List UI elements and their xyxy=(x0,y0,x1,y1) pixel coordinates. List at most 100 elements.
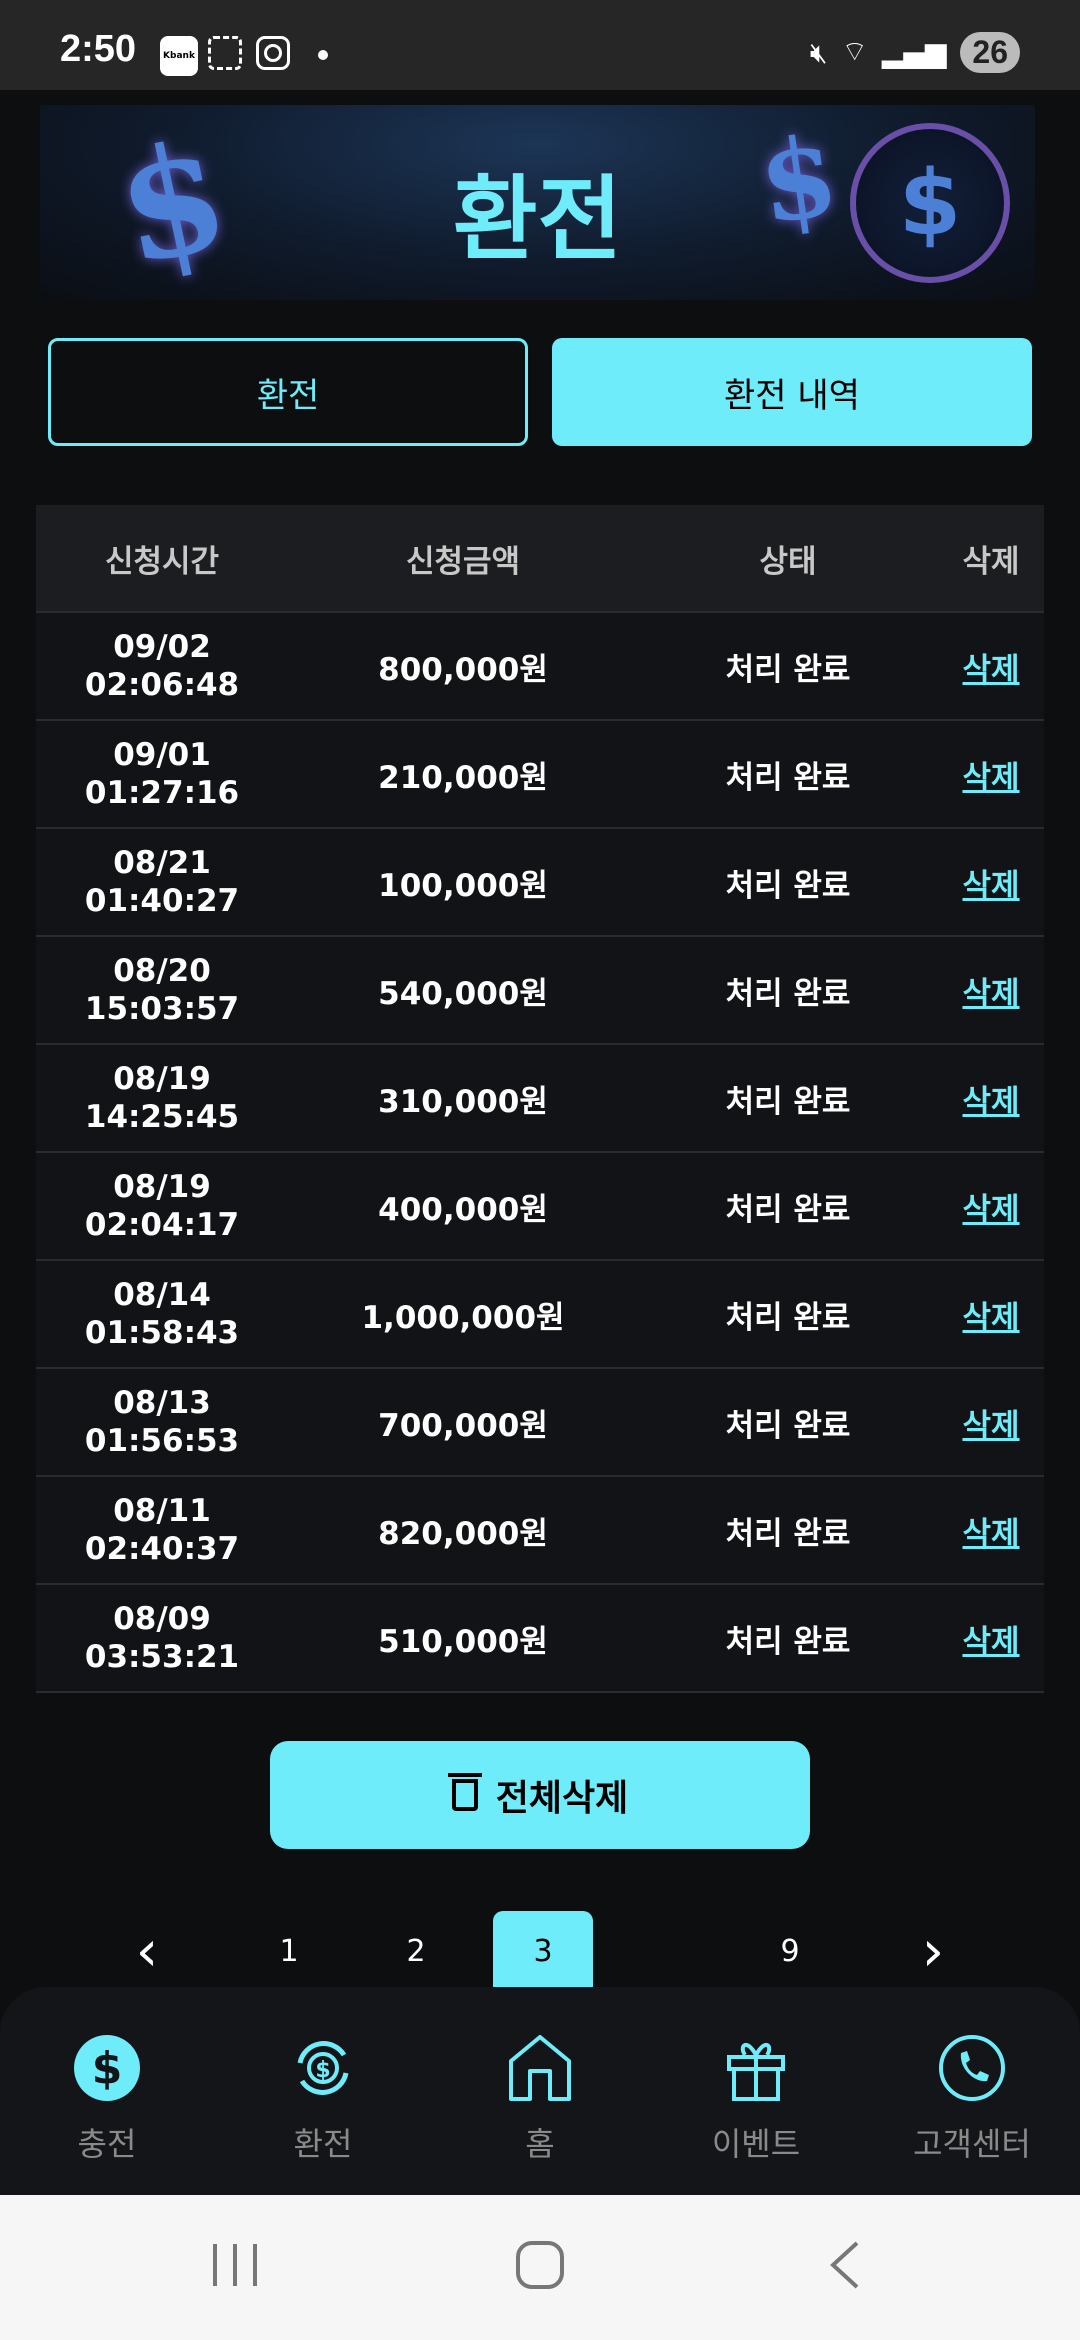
request-clock: 01:56:53 xyxy=(84,1423,240,1459)
status-time: 2:50 xyxy=(60,28,137,70)
request-time: 08/11 02:40:37 xyxy=(36,1492,288,1568)
page-2[interactable]: 2 xyxy=(406,1933,426,1969)
table-row: 08/21 01:40:27 100,000원 처리 완료 삭제 xyxy=(36,829,1044,937)
request-date: 08/20 xyxy=(113,953,211,989)
mute-icon: 🔇︎ xyxy=(809,35,828,69)
delete-link[interactable]: 삭제 xyxy=(962,1515,1020,1552)
gallery-icon xyxy=(208,36,242,70)
request-clock: 02:06:48 xyxy=(84,667,240,703)
request-amount: 210,000원 xyxy=(378,759,548,796)
nav-label: 홈 xyxy=(525,2125,555,2163)
banner: $ $ $ 환전 xyxy=(40,105,1035,300)
delete-all-button[interactable]: 전체삭제 xyxy=(270,1741,810,1849)
nav-label: 환전 xyxy=(293,2125,353,2163)
request-time: 08/14 01:58:43 xyxy=(36,1276,288,1352)
header-amount: 신청금액 xyxy=(405,543,521,580)
request-date: 08/21 xyxy=(113,845,211,881)
status-text: 처리 완료 xyxy=(725,759,851,796)
status-text: 처리 완료 xyxy=(725,1515,851,1552)
request-amount: 700,000원 xyxy=(378,1407,548,1444)
table-row: 09/01 01:27:16 210,000원 처리 완료 삭제 xyxy=(36,721,1044,829)
instagram-icon xyxy=(256,36,290,70)
nav-home[interactable]: 홈 xyxy=(450,1987,630,2195)
request-date: 08/11 xyxy=(113,1493,211,1529)
status-text: 처리 완료 xyxy=(725,867,851,904)
table-row: 08/19 14:25:45 310,000원 처리 완료 삭제 xyxy=(36,1045,1044,1153)
nav-exchange[interactable]: $ 환전 xyxy=(233,1987,413,2195)
request-amount: 1,000,000원 xyxy=(361,1299,565,1336)
delete-link[interactable]: 삭제 xyxy=(962,1299,1020,1336)
nav-label: 이벤트 xyxy=(711,2125,801,2163)
table-header: 신청시간 신청금액 상태 삭제 xyxy=(36,505,1044,613)
request-time: 08/09 03:53:21 xyxy=(36,1600,288,1676)
delete-link[interactable]: 삭제 xyxy=(962,975,1020,1012)
table-row: 08/09 03:53:21 510,000원 처리 완료 삭제 xyxy=(36,1585,1044,1693)
delete-all-label: 전체삭제 xyxy=(495,1778,629,1819)
coin-icon: $ xyxy=(850,123,1010,283)
nav-support[interactable]: 고객센터 xyxy=(882,1987,1062,2195)
history-table: 신청시간 신청금액 상태 삭제 09/02 02:06:48 800,000원 처… xyxy=(36,505,1044,1693)
nav-label: 충전 xyxy=(77,2125,137,2163)
page-3-current[interactable]: 3 xyxy=(493,1911,593,1991)
delete-link[interactable]: 삭제 xyxy=(962,1083,1020,1120)
request-time: 09/01 01:27:16 xyxy=(36,736,288,812)
request-amount: 310,000원 xyxy=(378,1083,548,1120)
delete-link[interactable]: 삭제 xyxy=(962,1191,1020,1228)
delete-link[interactable]: 삭제 xyxy=(962,759,1020,796)
wifi-icon: ⌔ xyxy=(841,35,868,68)
request-amount: 400,000원 xyxy=(378,1191,548,1228)
trash-icon xyxy=(447,1773,482,1811)
request-time: 08/19 02:04:17 xyxy=(36,1168,288,1244)
battery-indicator: 26 xyxy=(960,32,1020,73)
request-clock: 02:40:37 xyxy=(84,1531,240,1567)
back-button[interactable] xyxy=(815,2235,875,2295)
request-date: 08/19 xyxy=(113,1061,211,1097)
delete-link[interactable]: 삭제 xyxy=(962,867,1020,904)
page-1[interactable]: 1 xyxy=(279,1933,299,1969)
status-text: 처리 완료 xyxy=(725,651,851,688)
svg-text:$: $ xyxy=(315,2058,330,2083)
status-text: 처리 완료 xyxy=(725,1083,851,1120)
request-amount: 800,000원 xyxy=(378,651,548,688)
request-clock: 01:40:27 xyxy=(84,883,240,919)
request-date: 08/14 xyxy=(113,1277,211,1313)
nav-charge[interactable]: $ 충전 xyxy=(17,1987,197,2195)
gift-icon xyxy=(727,2042,785,2101)
table-row: 08/11 02:40:37 820,000원 처리 완료 삭제 xyxy=(36,1477,1044,1585)
delete-link[interactable]: 삭제 xyxy=(962,651,1020,688)
header-delete: 삭제 xyxy=(962,543,1020,580)
recent-apps-button[interactable] xyxy=(205,2235,265,2295)
bottom-nav: $ 충전 $ 환전 홈 이벤트 고객센터 xyxy=(0,1987,1080,2195)
home-button[interactable] xyxy=(510,2235,570,2295)
table-row: 08/20 15:03:57 540,000원 처리 완료 삭제 xyxy=(36,937,1044,1045)
tab-exchange[interactable]: 환전 xyxy=(48,338,528,446)
kbank-icon: Kbank xyxy=(160,36,198,76)
request-date: 09/02 xyxy=(113,629,211,665)
svg-text:$: $ xyxy=(92,2043,123,2094)
request-date: 08/09 xyxy=(113,1601,211,1637)
next-page-button[interactable]: › xyxy=(921,1918,945,1984)
request-time: 08/21 01:40:27 xyxy=(36,844,288,920)
page-title: 환전 xyxy=(452,166,623,273)
request-amount: 540,000원 xyxy=(378,975,548,1012)
table-row: 08/19 02:04:17 400,000원 처리 완료 삭제 xyxy=(36,1153,1044,1261)
request-time: 08/19 14:25:45 xyxy=(36,1060,288,1136)
table-row: 08/13 01:56:53 700,000원 처리 완료 삭제 xyxy=(36,1369,1044,1477)
request-date: 08/13 xyxy=(113,1385,211,1421)
delete-link[interactable]: 삭제 xyxy=(962,1623,1020,1660)
request-date: 08/19 xyxy=(113,1169,211,1205)
request-clock: 01:58:43 xyxy=(84,1315,240,1351)
prev-page-button[interactable]: ‹ xyxy=(135,1918,159,1984)
home-icon xyxy=(509,2035,571,2101)
nav-event[interactable]: 이벤트 xyxy=(666,1987,846,2195)
delete-link[interactable]: 삭제 xyxy=(962,1407,1020,1444)
signal-icon: ▂▄▆ xyxy=(881,36,947,69)
tab-exchange-history[interactable]: 환전 내역 xyxy=(552,338,1032,446)
page-9[interactable]: 9 xyxy=(780,1933,800,1969)
header-status: 상태 xyxy=(759,543,817,580)
request-amount: 100,000원 xyxy=(378,867,548,904)
system-nav-bar xyxy=(0,2195,1080,2340)
request-time: 08/13 01:56:53 xyxy=(36,1384,288,1460)
table-row: 08/14 01:58:43 1,000,000원 처리 완료 삭제 xyxy=(36,1261,1044,1369)
request-clock: 02:04:17 xyxy=(84,1207,240,1243)
